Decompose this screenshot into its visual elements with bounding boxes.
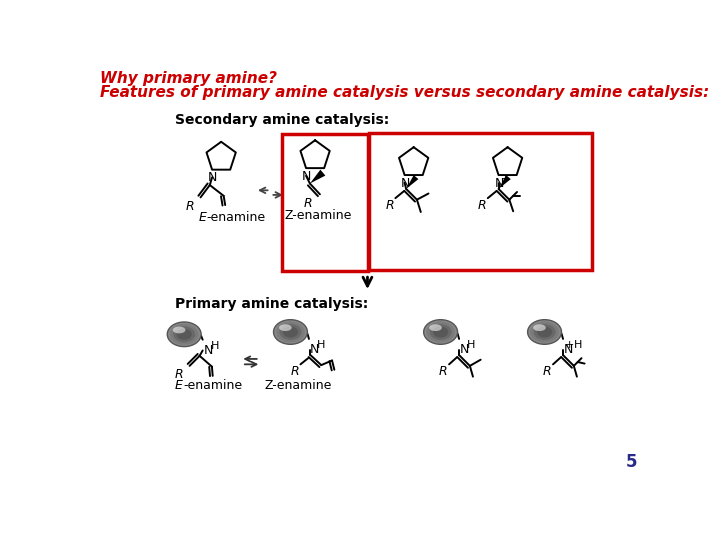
Text: E: E (198, 211, 206, 224)
Ellipse shape (279, 324, 302, 340)
Text: Features of primary amine catalysis versus secondary amine catalysis:: Features of primary amine catalysis vers… (99, 85, 708, 100)
Ellipse shape (176, 329, 192, 340)
Text: R: R (304, 197, 312, 210)
Text: Z-enamine: Z-enamine (264, 379, 332, 392)
Text: E: E (175, 380, 183, 393)
Ellipse shape (433, 327, 449, 338)
Text: R: R (290, 365, 299, 378)
Text: R: R (439, 365, 448, 378)
Text: +: + (564, 340, 574, 350)
Text: H: H (467, 340, 475, 350)
Text: H: H (574, 340, 582, 350)
Text: N: N (310, 343, 319, 356)
Text: N: N (495, 177, 504, 190)
Text: Why primary amine?: Why primary amine? (99, 71, 276, 86)
Ellipse shape (528, 320, 562, 345)
Text: N: N (401, 177, 410, 190)
Ellipse shape (530, 321, 559, 342)
Ellipse shape (274, 320, 307, 345)
Text: 5: 5 (626, 454, 637, 471)
Ellipse shape (170, 324, 199, 345)
Ellipse shape (279, 325, 292, 331)
Text: Z-enamine: Z-enamine (284, 210, 352, 222)
Polygon shape (406, 175, 418, 189)
Text: N: N (302, 170, 312, 183)
Polygon shape (310, 170, 325, 184)
Ellipse shape (167, 322, 201, 347)
Text: N: N (564, 343, 573, 356)
Text: R: R (477, 199, 486, 212)
Text: N: N (460, 343, 469, 356)
Text: H: H (317, 340, 325, 350)
Text: +: + (501, 174, 510, 184)
Text: N: N (208, 171, 217, 184)
Text: R: R (543, 365, 552, 378)
Text: R: R (175, 368, 184, 381)
Ellipse shape (283, 327, 298, 338)
Ellipse shape (429, 325, 442, 331)
Text: N: N (204, 343, 213, 356)
Text: -enamine: -enamine (207, 211, 266, 224)
Text: R: R (186, 200, 194, 213)
Ellipse shape (537, 327, 552, 338)
Bar (282, 134, 368, 271)
Ellipse shape (534, 324, 556, 340)
Bar (369, 132, 593, 269)
Polygon shape (498, 175, 510, 189)
Ellipse shape (426, 321, 455, 342)
Text: R: R (385, 199, 394, 212)
Ellipse shape (430, 324, 451, 340)
Text: Primary amine catalysis:: Primary amine catalysis: (175, 298, 368, 312)
Ellipse shape (533, 325, 546, 331)
Text: H: H (210, 341, 219, 351)
Ellipse shape (276, 321, 305, 342)
Text: Secondary amine catalysis:: Secondary amine catalysis: (175, 112, 390, 126)
Ellipse shape (173, 327, 186, 333)
Text: -enamine: -enamine (184, 380, 243, 393)
Ellipse shape (174, 326, 195, 342)
Ellipse shape (423, 320, 457, 345)
